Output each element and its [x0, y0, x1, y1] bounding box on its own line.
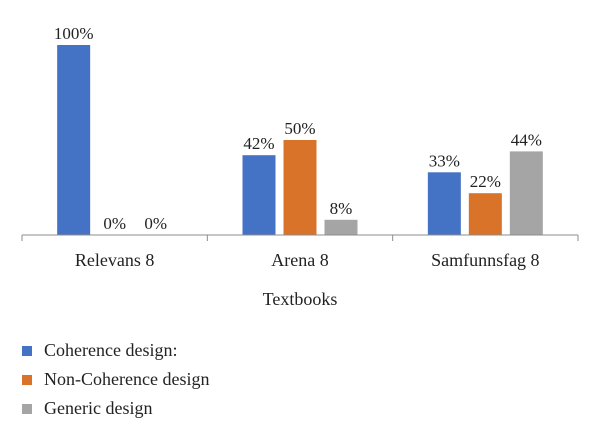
- legend: Coherence design: Non-Coherence design Gen…: [22, 336, 582, 423]
- legend-item: Non-Coherence design: [22, 365, 582, 394]
- x-axis-title: Textbooks: [263, 289, 338, 309]
- legend-label: Coherence design:: [44, 340, 178, 360]
- bar: [509, 151, 543, 235]
- bar-value-label: 0%: [144, 214, 167, 233]
- bar-value-label: 8%: [330, 199, 353, 218]
- legend-swatch: [22, 403, 32, 414]
- bar: [242, 155, 276, 235]
- bar-chart: 100% 0% 0% 42% 50% 8% 33% 22% 44% Relevans 8 Aren…: [21, 24, 579, 309]
- bars-layer: [57, 45, 543, 235]
- bar: [427, 172, 461, 235]
- bar-value-label: 33%: [429, 151, 460, 170]
- bar-value-label: 0%: [103, 214, 126, 233]
- legend-label: Generic design: [44, 398, 153, 418]
- x-axis-ticks: [21, 235, 579, 241]
- legend-item: Coherence design:: [22, 336, 582, 365]
- bar: [283, 140, 317, 235]
- category-label: Relevans 8: [75, 250, 154, 270]
- bar: [468, 193, 502, 235]
- bar-value-label: 22%: [470, 172, 501, 191]
- bar-value-label: 42%: [243, 134, 274, 153]
- legend-swatch: [22, 374, 32, 385]
- legend-label: Non-Coherence design: [44, 369, 210, 389]
- legend-item: Generic design: [22, 394, 582, 423]
- legend-swatch: [22, 345, 32, 356]
- category-label: Samfunnsfag 8: [431, 250, 539, 270]
- bar-value-label: 100%: [54, 24, 94, 43]
- bar: [57, 45, 91, 235]
- category-label: Arena 8: [271, 250, 328, 270]
- bar-value-label: 44%: [511, 130, 542, 149]
- value-labels-layer: 100% 0% 0% 42% 50% 8% 33% 22% 44%: [54, 24, 542, 233]
- category-labels-layer: Relevans 8 Arena 8 Samfunnsfag 8: [75, 250, 540, 270]
- bar-value-label: 50%: [284, 119, 315, 138]
- bar: [324, 219, 358, 235]
